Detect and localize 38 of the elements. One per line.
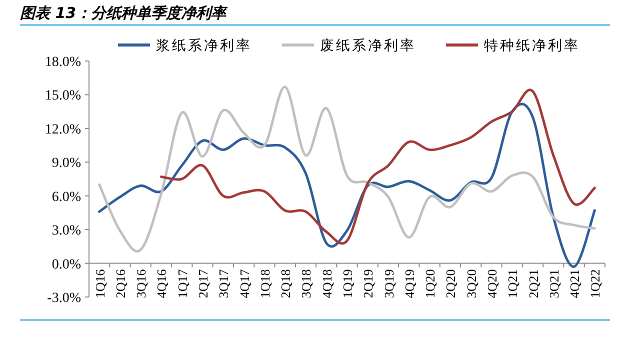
y-tick-label: 3.0% bbox=[52, 224, 82, 239]
x-tick-label: 2Q17 bbox=[196, 268, 211, 298]
x-tick-label: 4Q19 bbox=[402, 269, 417, 298]
x-tick-label: 1Q16 bbox=[92, 268, 108, 298]
y-tick-label: 12.0% bbox=[44, 122, 82, 138]
x-tick-label: 1Q21 bbox=[505, 269, 520, 298]
x-tick-label: 2Q19 bbox=[360, 269, 376, 298]
legend-label: 浆纸系净利率 bbox=[156, 38, 252, 54]
x-tick-label: 1Q18 bbox=[257, 269, 272, 298]
x-tick-label: 2Q18 bbox=[278, 269, 294, 298]
line-series bbox=[98, 86, 596, 252]
x-tick-label: 4Q21 bbox=[567, 269, 582, 298]
y-tick-label: 18.0% bbox=[44, 55, 82, 70]
x-tick-label: 3Q18 bbox=[298, 269, 314, 298]
x-tick-label: 1Q19 bbox=[340, 269, 355, 298]
x-tick-label: 4Q16 bbox=[154, 268, 170, 298]
y-tick-label: -3.0% bbox=[47, 291, 82, 306]
x-tick-label: 3Q16 bbox=[134, 268, 149, 298]
x-tick-label: 3Q19 bbox=[381, 269, 396, 298]
x-tick-label: 1Q22 bbox=[588, 269, 603, 298]
y-tick-label: 0.0% bbox=[52, 257, 82, 272]
legend-label: 废纸系净利率 bbox=[320, 38, 416, 54]
x-tick-label: 3Q21 bbox=[546, 269, 562, 298]
legend-label: 特种纸净利率 bbox=[484, 38, 580, 54]
x-tick-label: 1Q17 bbox=[174, 268, 190, 298]
x-tick-label: 2Q21 bbox=[526, 269, 541, 298]
y-tick-label: 15.0% bbox=[44, 88, 82, 104]
x-tick-label: 4Q17 bbox=[236, 268, 252, 298]
y-tick-label: 9.0% bbox=[52, 156, 82, 172]
x-tick-label: 1Q20 bbox=[422, 269, 438, 298]
x-tick-label: 3Q17 bbox=[216, 268, 232, 298]
x-tick-label: 4Q18 bbox=[319, 269, 334, 298]
x-tick-label: 3Q20 bbox=[464, 269, 479, 298]
x-tick-label: 2Q20 bbox=[443, 269, 458, 298]
chart-title: 图表 13：分纸种单季度净利率 bbox=[20, 4, 228, 22]
x-tick-label: 2Q16 bbox=[112, 268, 128, 298]
y-tick-label: 6.0% bbox=[52, 190, 82, 205]
x-tick-label: 4Q20 bbox=[484, 269, 500, 298]
